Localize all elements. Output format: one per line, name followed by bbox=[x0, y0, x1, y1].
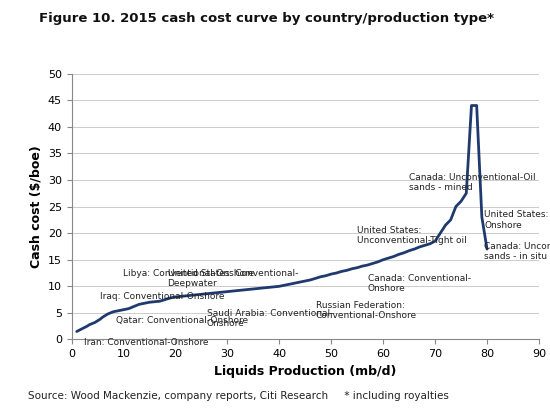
Y-axis label: Cash cost ($/boe): Cash cost ($/boe) bbox=[29, 145, 42, 268]
Text: Source: Wood Mackenzie, company reports, Citi Research     * including royalties: Source: Wood Mackenzie, company reports,… bbox=[28, 391, 448, 401]
Text: Libya: Conventional-Onshore: Libya: Conventional-Onshore bbox=[123, 268, 255, 278]
Text: Figure 10. 2015 cash cost curve by country/production type*: Figure 10. 2015 cash cost curve by count… bbox=[39, 12, 493, 25]
Text: Russian Federation:
Conventional-Onshore: Russian Federation: Conventional-Onshore bbox=[316, 301, 417, 320]
Text: United States: Conventional-
Onshore: United States: Conventional- Onshore bbox=[485, 210, 550, 229]
Text: Canada: Unconventional-Oil
sands - mined: Canada: Unconventional-Oil sands - mined bbox=[409, 173, 536, 192]
X-axis label: Liquids Production (mb/d): Liquids Production (mb/d) bbox=[214, 365, 397, 378]
Text: Iraq: Conventional-Onshore: Iraq: Conventional-Onshore bbox=[100, 292, 224, 301]
Text: Iran: Conventional-Onshore: Iran: Conventional-Onshore bbox=[85, 338, 209, 347]
Text: Qatar: Conventional-Onshore: Qatar: Conventional-Onshore bbox=[116, 316, 248, 326]
Text: United States:
Unconventional-Tight oil: United States: Unconventional-Tight oil bbox=[357, 226, 467, 245]
Text: Canada: Conventional-
Onshore: Canada: Conventional- Onshore bbox=[367, 274, 471, 293]
Text: United States: Conventional-
Deepwater: United States: Conventional- Deepwater bbox=[168, 269, 298, 288]
Text: Canada: Unconventional-Oil
sands - in situ: Canada: Unconventional-Oil sands - in si… bbox=[485, 242, 550, 261]
Text: Saudi Arabia: Conventional-
Onshore: Saudi Arabia: Conventional- Onshore bbox=[207, 308, 333, 328]
